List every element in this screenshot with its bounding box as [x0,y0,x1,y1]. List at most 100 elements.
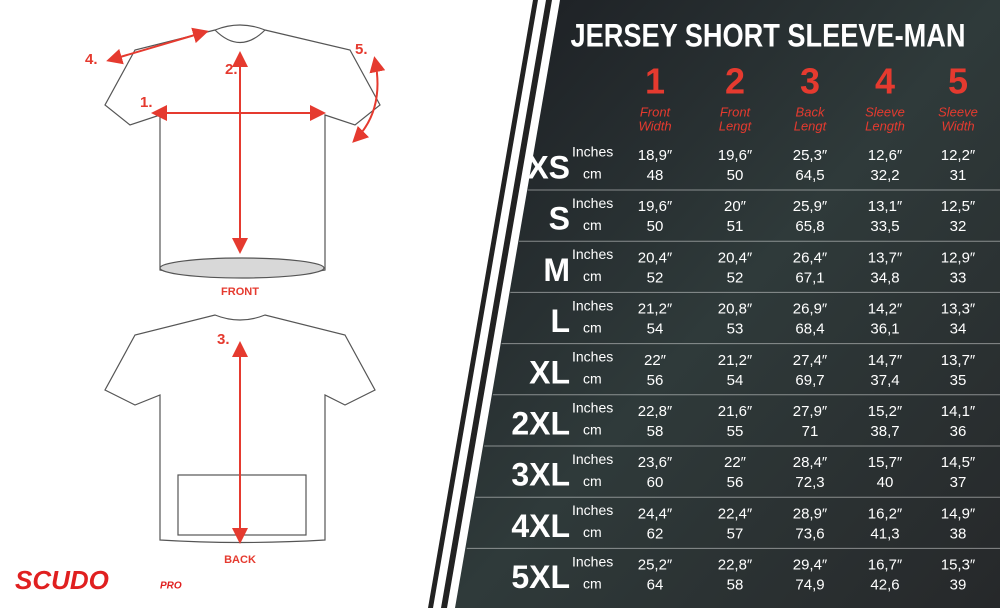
brand-name: SCUDO [15,565,109,595]
inch-value: 21,6″ [718,403,753,420]
inch-value: 14,9″ [941,505,976,522]
inch-value: 21,2″ [718,352,753,369]
column-label: Sleeve [938,104,978,119]
diagram-label: 3. [217,331,230,348]
column-number: 1 [645,61,665,102]
size-label: XS [527,149,570,185]
inch-value: 22,8″ [718,557,753,574]
inch-value: 26,4″ [793,249,828,266]
cm-value: 54 [647,321,664,338]
inch-value: 20,8″ [718,301,753,318]
column-number: 2 [725,61,745,102]
inch-value: 22″ [724,454,747,471]
inch-value: 15,3″ [941,557,976,574]
photo-panel [455,0,1000,608]
inch-value: 12,2″ [941,147,976,164]
inch-value: 24,4″ [638,505,673,522]
unit-label: cm [583,371,602,387]
diagram-caption: FRONT [221,286,259,298]
cm-value: 48 [647,167,664,184]
diagram-label: 4. [85,51,98,68]
unit-label: cm [583,166,602,182]
cm-value: 39 [950,577,967,594]
inch-value: 20″ [724,198,747,215]
inch-value: 13,3″ [941,301,976,318]
inch-value: 25,9″ [793,198,828,215]
cm-value: 74,9 [795,577,824,594]
inch-value: 26,9″ [793,301,828,318]
inch-value: 12,5″ [941,198,976,215]
size-label: S [549,201,570,237]
cm-value: 64,5 [795,167,824,184]
column-label: Width [941,118,974,133]
inch-value: 19,6″ [638,198,673,215]
unit-label: Inches [572,400,613,416]
unit-label: cm [583,473,602,489]
column-label: Width [638,118,671,133]
stripe [428,0,538,608]
column-label: Front [640,104,672,119]
inch-value: 19,6″ [718,147,753,164]
cm-value: 42,6 [870,577,899,594]
column-number: 3 [800,61,820,102]
inch-value: 22,8″ [638,403,673,420]
unit-label: Inches [572,349,613,365]
inch-value: 28,9″ [793,505,828,522]
cm-value: 50 [647,218,664,235]
cm-value: 58 [647,423,664,440]
inch-value: 25,3″ [793,147,828,164]
cm-value: 33 [950,269,967,286]
inch-value: 18,9″ [638,147,673,164]
unit-label: cm [583,422,602,438]
cm-value: 33,5 [870,218,899,235]
inch-value: 28,4″ [793,454,828,471]
cm-value: 32 [950,218,967,235]
column-number: 5 [948,61,968,102]
inch-value: 14,2″ [868,301,903,318]
size-label: 4XL [511,508,570,544]
inch-value: 20,4″ [718,249,753,266]
inch-value: 16,2″ [868,505,903,522]
cm-value: 53 [727,321,744,338]
inch-value: 25,2″ [638,557,673,574]
column-number: 4 [875,61,895,102]
cm-value: 35 [950,372,967,389]
column-label: Back [796,104,826,119]
cm-value: 67,1 [795,269,824,286]
diagram-label: 5. [355,41,368,58]
unit-label: Inches [572,553,613,569]
size-label: 3XL [511,457,570,493]
inch-value: 16,7″ [868,557,903,574]
column-label: Lengt [719,118,753,133]
inch-value: 21,2″ [638,301,673,318]
cm-value: 56 [727,474,744,491]
cm-value: 37,4 [870,372,899,389]
unit-label: cm [583,319,602,335]
inch-value: 12,6″ [868,147,903,164]
front-arrows [106,27,386,254]
cm-value: 31 [950,167,967,184]
cm-value: 36 [950,423,967,440]
size-label: L [550,303,570,339]
cm-value: 69,7 [795,372,824,389]
unit-label: cm [583,268,602,284]
unit-label: Inches [572,144,613,160]
cm-value: 64 [647,577,664,594]
title: JERSEY SHORT SLEEVE-MAN [571,17,966,53]
size-label: XL [529,354,570,390]
cm-value: 57 [727,525,744,542]
brand-suffix: PRO [160,581,182,592]
cm-value: 58 [727,577,744,594]
size-label: M [543,252,570,288]
stripe [441,0,552,608]
unit-label: Inches [572,195,613,211]
unit-label: cm [583,524,602,540]
column-label: Lengt [794,118,828,133]
cm-value: 65,8 [795,218,824,235]
inch-value: 15,7″ [868,454,903,471]
column-label: Front [720,104,752,119]
cm-value: 37 [950,474,967,491]
cm-value: 52 [647,269,664,286]
cm-value: 56 [647,372,664,389]
cm-value: 71 [802,423,819,440]
